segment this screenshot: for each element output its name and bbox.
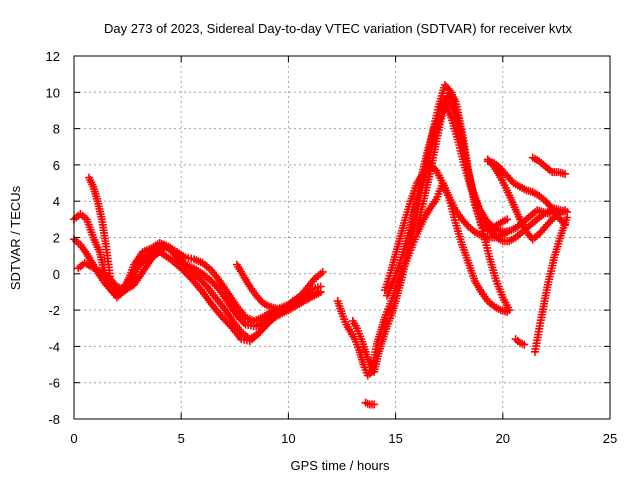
- x-tick-label: 25: [603, 431, 617, 446]
- y-tick-label: 6: [53, 158, 60, 173]
- data-point: [560, 169, 569, 178]
- data-point: [184, 271, 193, 280]
- series-arc-3: [85, 173, 323, 345]
- y-axis-label: SDTVAR / TECUs: [8, 185, 23, 290]
- data-point: [182, 269, 191, 278]
- data-point: [546, 217, 555, 226]
- data-point: [520, 340, 529, 349]
- y-tick-label: 0: [53, 267, 60, 282]
- data-point: [186, 273, 195, 282]
- series-arc-13: [483, 155, 569, 244]
- y-tick-label: 8: [53, 122, 60, 137]
- x-axis-label: GPS time / hours: [291, 458, 390, 473]
- series-arc-4: [74, 242, 327, 325]
- data-point: [180, 267, 189, 276]
- x-tick-label: 20: [496, 431, 510, 446]
- x-tick-label: 0: [70, 431, 77, 446]
- chart-title: Day 273 of 2023, Sidereal Day-to-day VTE…: [104, 21, 572, 36]
- data-point: [318, 267, 327, 276]
- y-tick-label: -2: [48, 303, 60, 318]
- x-tick-label: 5: [178, 431, 185, 446]
- data-point: [177, 264, 186, 273]
- data-point: [462, 220, 471, 229]
- data-points: [70, 81, 572, 409]
- data-point: [239, 318, 248, 327]
- data-point: [370, 400, 379, 409]
- data-point: [505, 306, 514, 315]
- y-tick-label: 12: [46, 49, 60, 64]
- axis-ticks: 0 5 10 15 20 25 -8 -6 -4 -2 0 2 4 6 8 10 12: [46, 49, 618, 446]
- data-point: [503, 215, 512, 224]
- y-tick-label: -8: [48, 412, 60, 427]
- data-point: [560, 206, 569, 215]
- series-arc-11: [413, 86, 512, 235]
- data-point: [503, 228, 512, 237]
- y-tick-label: 4: [53, 194, 60, 209]
- y-tick-label: -6: [48, 376, 60, 391]
- data-point: [316, 287, 325, 296]
- plot-frame: [73, 55, 611, 420]
- series-arc-16: [511, 335, 529, 349]
- series-arc-14: [528, 153, 569, 178]
- data-point: [563, 213, 572, 222]
- data-point: [546, 202, 555, 211]
- x-tick-label: 15: [388, 431, 402, 446]
- y-tick-label: 2: [53, 231, 60, 246]
- series-arc-5: [232, 260, 325, 315]
- series-arc-17: [361, 398, 379, 409]
- series-arc-15: [530, 213, 572, 356]
- data-point: [178, 266, 187, 275]
- y-tick-label: 10: [46, 85, 60, 100]
- y-tick-label: -4: [48, 339, 60, 354]
- x-tick-label: 10: [281, 431, 295, 446]
